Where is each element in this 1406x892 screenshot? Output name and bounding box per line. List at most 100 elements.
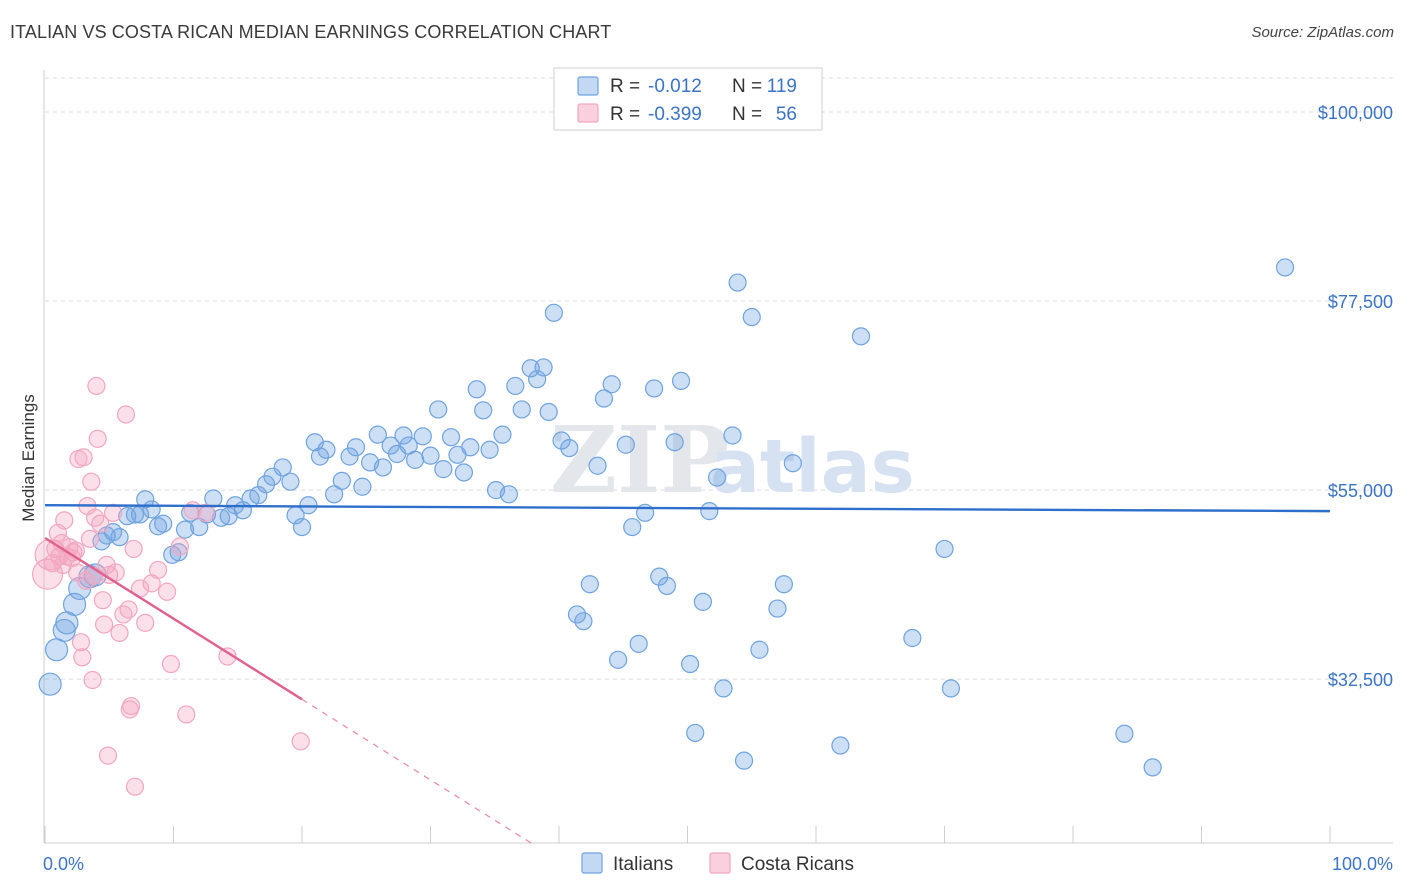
y-axis-label: Median Earnings (19, 394, 38, 522)
italians-point-0 (38, 672, 62, 696)
italians-point-84 (609, 650, 628, 669)
italians-point-92 (665, 433, 684, 452)
italians-point-70 (512, 400, 531, 419)
italians-point-101 (728, 273, 747, 292)
italians-point-40 (310, 447, 330, 466)
italians-point-20 (169, 543, 188, 562)
watermark-zip: ZIP (550, 406, 729, 514)
italians-point-113 (1115, 724, 1134, 743)
italians-point-45 (346, 438, 366, 457)
italians-point-37 (292, 517, 312, 537)
costa-ricans-point-36 (110, 623, 129, 643)
italians-point-73 (534, 358, 553, 377)
italians-point-21 (175, 520, 195, 539)
italians-point-69 (506, 376, 525, 396)
italians-point-72 (528, 370, 547, 389)
italians-point-65 (480, 440, 499, 459)
italians-point-87 (629, 634, 648, 653)
italians-point-67 (493, 425, 512, 444)
costa-ricans-trend-extension (301, 698, 532, 844)
italians-point-111 (935, 539, 954, 559)
costa-ricans-point-27 (88, 429, 107, 448)
costa-ricans-point-49 (161, 654, 181, 674)
italians-point-79 (574, 612, 593, 631)
correlation-legend: R = -0.012 N = 119 R = -0.399 N = 56 (553, 67, 823, 131)
italians-point-106 (774, 575, 793, 594)
costa-ricans-point-39 (119, 600, 138, 619)
italians-point-78 (567, 605, 587, 624)
italians-point-59 (441, 428, 461, 447)
costa-ricans-point-50 (170, 537, 190, 556)
italians-point-58 (434, 460, 453, 479)
italians-point-42 (325, 485, 344, 504)
legend-n-label-1: N = (732, 76, 762, 97)
axes (43, 70, 1393, 844)
legend-n-value-1: 119 (767, 76, 797, 97)
costa-ricans-point-8 (55, 511, 74, 530)
costa-ricans-point-55 (291, 732, 310, 751)
x-tick-label-min: 0.0% (43, 854, 84, 874)
italians-point-114 (1143, 758, 1162, 777)
y-tick-label-3: $100,000 (1318, 103, 1393, 123)
italians-point-77 (560, 438, 579, 458)
legend-swatch-italians (577, 76, 599, 96)
italians-point-76 (552, 431, 571, 450)
costa-ricans-point-21 (80, 529, 100, 548)
legend-r-value-1: -0.012 (648, 76, 702, 97)
costa-ricans-point-30 (95, 615, 114, 634)
trend-lines (44, 504, 1331, 844)
x-tick-label-max: 100.0% (1332, 854, 1393, 874)
costa-ricans-point-42 (124, 539, 143, 559)
italians-point-80 (580, 575, 599, 594)
italians-point-93 (671, 371, 691, 390)
costa-ricans-point-41 (121, 696, 141, 716)
watermark: ZIP atlas (550, 406, 915, 514)
italians-point-57 (429, 400, 448, 419)
italians-point-86 (623, 517, 642, 537)
bottom-legend-swatch-italians (581, 852, 603, 874)
costa-ricans-point-45 (136, 613, 155, 632)
italians-point-54 (405, 450, 425, 469)
italians-point-95 (686, 723, 705, 743)
italians-point-97 (700, 502, 719, 521)
italians-point-18 (154, 514, 173, 533)
italians-point-32 (256, 475, 276, 494)
italians-point-44 (340, 447, 359, 466)
italians-point-83 (602, 375, 621, 394)
italians-point-34 (273, 458, 292, 477)
italians-point-115 (1275, 258, 1295, 277)
italians-point-52 (394, 426, 413, 445)
costa-ricans-trend-line (44, 536, 303, 701)
italians-point-17 (148, 517, 168, 536)
costa-ricans-point-22 (82, 472, 101, 491)
italians-points (38, 258, 1295, 777)
y-tick-labels: $32,500 $55,000 $77,500 $100,000 (1318, 103, 1393, 690)
costa-ricans-point-32 (98, 746, 118, 765)
italians-trend-line (44, 504, 1331, 513)
costa-ricans-point-26 (87, 376, 106, 396)
italians-point-98 (707, 468, 727, 487)
grid-lines (45, 77, 1393, 680)
legend-r-label-1: R = (610, 76, 640, 97)
italians-point-75 (544, 303, 563, 322)
costa-ricans-point-29 (93, 591, 112, 610)
italians-point-62 (461, 438, 480, 457)
y-tick-label-0: $32,500 (1328, 670, 1393, 690)
italians-point-11 (110, 528, 129, 547)
costa-ricans-point-23 (83, 670, 102, 690)
costa-ricans-point-25 (86, 508, 105, 527)
costa-ricans-point-16 (71, 633, 91, 652)
italians-point-104 (750, 640, 769, 659)
italians-point-1 (44, 638, 69, 662)
italians-point-48 (368, 425, 387, 444)
italians-point-89 (644, 379, 664, 398)
italians-point-46 (353, 477, 372, 496)
italians-point-85 (616, 435, 635, 454)
italians-point-105 (768, 599, 787, 618)
source-label: Source: ZipAtlas.com (1251, 24, 1394, 41)
bottom-legend-label-italians: Italians (613, 854, 673, 875)
italians-point-61 (454, 463, 474, 482)
italians-point-90 (650, 567, 669, 586)
costa-ricans-point-47 (148, 560, 168, 580)
